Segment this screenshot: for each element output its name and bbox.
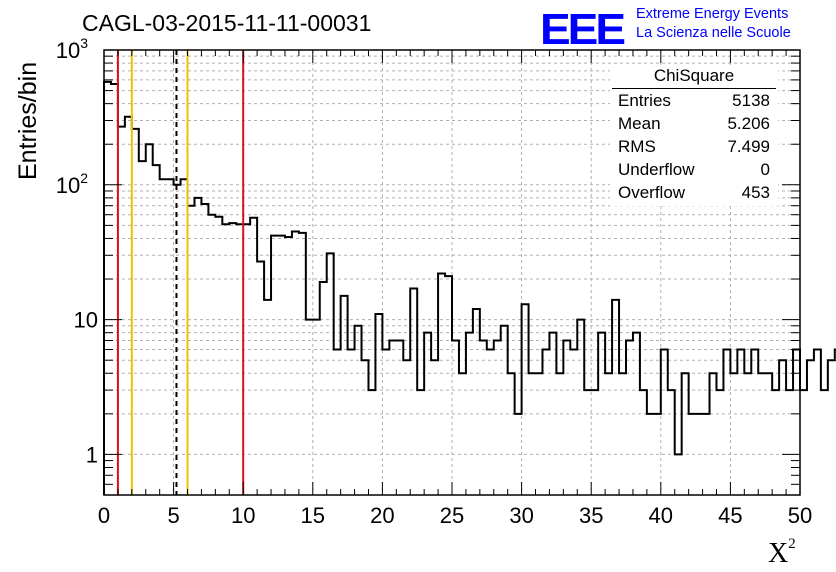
x-tick-label: 45 bbox=[718, 503, 742, 528]
stats-row: Underflow 0 bbox=[610, 158, 778, 181]
x-axis-label: X2 bbox=[768, 536, 796, 569]
x-tick-label: 15 bbox=[301, 503, 325, 528]
stats-value: 5138 bbox=[732, 91, 770, 110]
stats-label: Overflow bbox=[618, 183, 686, 202]
eee-logo: EEE bbox=[540, 4, 626, 54]
logo-line-2: La Scienza nelle Scuole bbox=[636, 25, 791, 41]
stats-row: Entries 5138 bbox=[610, 89, 778, 112]
stats-value: 5.206 bbox=[727, 114, 770, 133]
stats-row: RMS 7.499 bbox=[610, 135, 778, 158]
stats-label: Mean bbox=[618, 114, 661, 133]
stats-value: 453 bbox=[741, 183, 770, 202]
x-tick-label: 35 bbox=[579, 503, 603, 528]
x-tick-label: 0 bbox=[98, 503, 110, 528]
logo-line-1: Extreme Energy Events bbox=[636, 6, 789, 22]
histogram-line bbox=[103, 80, 836, 495]
stats-row: Overflow 453 bbox=[610, 181, 778, 204]
y-tick-label: 102 bbox=[56, 170, 88, 198]
stats-value: 7.499 bbox=[727, 137, 770, 156]
x-tick-label: 10 bbox=[231, 503, 255, 528]
x-tick-label: 25 bbox=[440, 503, 464, 528]
x-tick-label: 40 bbox=[649, 503, 673, 528]
y-tick-label: 1 bbox=[86, 442, 98, 467]
stats-label: Entries bbox=[618, 91, 671, 110]
x-tick-label: 50 bbox=[788, 503, 812, 528]
stats-value: 0 bbox=[760, 160, 770, 179]
chart-title: CAGL-03-2015-11-11-00031 bbox=[82, 10, 372, 36]
stats-box: ChiSquare Entries 5138 Mean 5.206 RMS 7.499 Un… bbox=[610, 66, 778, 206]
stats-row: Mean 5.206 bbox=[610, 112, 778, 135]
y-tick-label: 103 bbox=[56, 35, 88, 63]
x-tick-label: 5 bbox=[167, 503, 179, 528]
stats-label: RMS bbox=[618, 137, 656, 156]
stats-label: Underflow bbox=[618, 160, 695, 179]
x-tick-label: 20 bbox=[370, 503, 394, 528]
y-tick-label: 10 bbox=[74, 308, 98, 333]
x-tick-label: 30 bbox=[509, 503, 533, 528]
stats-header: ChiSquare bbox=[612, 66, 776, 89]
